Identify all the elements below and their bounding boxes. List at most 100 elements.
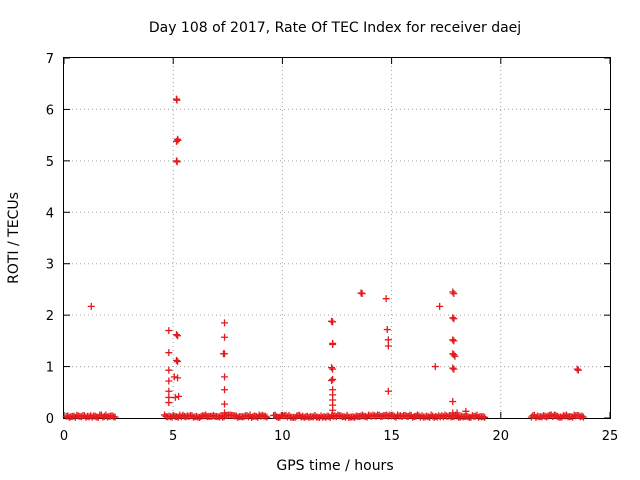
data-point xyxy=(449,314,457,322)
data-point xyxy=(358,290,366,298)
baseline-point xyxy=(202,411,210,419)
baseline-point xyxy=(340,413,348,421)
baseline-point xyxy=(358,411,366,419)
x-tick-label: 10 xyxy=(274,429,291,444)
data-point xyxy=(431,363,439,371)
y-tick-label: 1 xyxy=(46,361,54,376)
data-point xyxy=(384,336,392,344)
baseline-point xyxy=(170,411,178,419)
data-point xyxy=(172,137,180,145)
baseline-point xyxy=(337,412,345,420)
data-point xyxy=(384,342,392,350)
y-tick-label: 2 xyxy=(46,309,54,324)
baseline-point xyxy=(258,411,266,419)
data-point xyxy=(165,349,173,357)
tick-labels: 0 5 10 15 20 25 0 1 2 3 4 5 6 7 xyxy=(46,52,619,444)
data-point xyxy=(221,319,229,327)
data-point xyxy=(328,376,336,384)
data-point xyxy=(174,136,182,144)
data-point xyxy=(573,365,581,373)
data-point xyxy=(175,392,183,400)
baseline-point xyxy=(261,412,269,420)
ticks xyxy=(63,57,611,419)
baseline-point xyxy=(111,413,119,421)
baseline-point xyxy=(558,413,566,421)
data-point xyxy=(449,364,457,372)
x-tick-label: 20 xyxy=(493,429,510,444)
data-point xyxy=(171,393,179,401)
data-point xyxy=(165,377,173,385)
data-point xyxy=(449,288,457,296)
data-point xyxy=(329,318,337,326)
data-point xyxy=(173,158,181,166)
y-tick-label: 4 xyxy=(46,206,54,221)
baseline-point xyxy=(196,413,204,421)
baseline-point xyxy=(91,412,99,420)
data-point xyxy=(450,365,458,373)
data-point xyxy=(173,96,181,104)
data-point xyxy=(383,326,391,334)
grid xyxy=(64,58,610,418)
baseline-point xyxy=(332,413,340,421)
y-tick-label: 5 xyxy=(46,155,54,170)
y-tick-label: 3 xyxy=(46,258,54,273)
data-point xyxy=(329,406,337,414)
x-tick-label: 0 xyxy=(60,429,68,444)
chart-title: Day 108 of 2017, Rate Of TEC Index for r… xyxy=(149,20,521,36)
baseline-point xyxy=(248,413,256,421)
y-tick-label: 0 xyxy=(46,412,54,427)
y-tick-label: 7 xyxy=(46,52,54,67)
data-point xyxy=(329,340,337,348)
baseline-point xyxy=(293,412,301,420)
data-point xyxy=(449,398,457,406)
baseline-point xyxy=(276,413,284,421)
baseline-point xyxy=(311,411,319,419)
data-point xyxy=(221,400,229,408)
data-point xyxy=(172,356,180,364)
baseline-point xyxy=(409,413,417,421)
x-tick-label: 15 xyxy=(383,429,400,444)
baseline-point xyxy=(464,413,472,421)
data-point xyxy=(449,336,457,344)
plot-frame xyxy=(63,57,611,419)
data-point xyxy=(382,295,390,303)
data-point xyxy=(221,386,229,394)
baseline-point xyxy=(108,412,116,420)
data-point xyxy=(436,302,444,310)
data-point xyxy=(329,375,337,383)
x-axis-label: GPS time / hours xyxy=(276,458,393,474)
data-point xyxy=(221,409,229,417)
y-tick-label: 6 xyxy=(46,103,54,118)
baseline-point xyxy=(209,411,217,419)
data-point xyxy=(174,332,182,340)
data-point xyxy=(328,364,336,372)
data-point xyxy=(451,352,459,360)
data-point xyxy=(221,333,229,341)
data-point xyxy=(165,327,173,335)
data-point xyxy=(450,290,458,298)
data-point xyxy=(221,350,229,358)
data-point xyxy=(384,387,392,395)
baseline-point xyxy=(579,413,587,421)
data-point xyxy=(165,366,173,374)
data-point xyxy=(87,302,95,310)
x-tick-label: 5 xyxy=(169,429,177,444)
data-point xyxy=(450,315,458,323)
data-point xyxy=(574,366,582,374)
baseline-point xyxy=(179,411,187,419)
baseline-point xyxy=(73,411,81,419)
data-point xyxy=(172,331,180,339)
baseline-point xyxy=(578,412,586,420)
data-points xyxy=(62,95,587,421)
data-point xyxy=(174,357,182,365)
data-point xyxy=(174,374,182,382)
baseline-point xyxy=(393,411,401,419)
data-point xyxy=(172,157,180,165)
baseline-point xyxy=(404,412,412,420)
x-tick-label: 25 xyxy=(602,429,619,444)
data-point xyxy=(450,351,458,359)
data-point xyxy=(462,407,470,415)
data-point xyxy=(453,409,461,417)
baseline-point xyxy=(351,413,359,421)
